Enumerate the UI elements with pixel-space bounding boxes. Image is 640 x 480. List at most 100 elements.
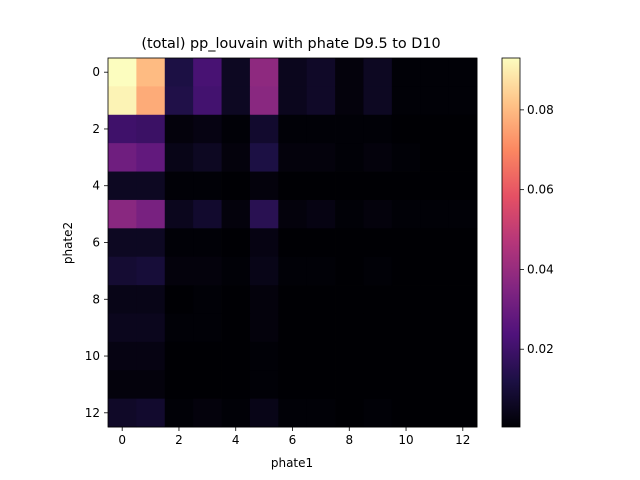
heatmap-cell bbox=[249, 86, 279, 116]
heatmap-cell bbox=[193, 370, 222, 400]
heatmap-cell bbox=[420, 114, 450, 144]
heatmap-cell bbox=[448, 285, 478, 314]
heatmap-cell bbox=[420, 341, 450, 371]
heatmap-cell bbox=[306, 285, 336, 314]
heatmap-cell bbox=[448, 58, 478, 87]
heatmap-cell bbox=[278, 199, 308, 229]
heatmap-cell bbox=[363, 341, 393, 371]
heatmap-cell bbox=[193, 341, 222, 371]
x-tick-label: 6 bbox=[289, 433, 297, 447]
heatmap-cell bbox=[363, 199, 393, 229]
heatmap-cell bbox=[391, 114, 421, 144]
heatmap-cell bbox=[363, 398, 393, 428]
y-axis-ticks: 0 2 4 6 8 10 12 bbox=[85, 65, 108, 420]
y-tick-label: 10 bbox=[85, 349, 100, 363]
heatmap-cell bbox=[136, 285, 166, 314]
y-tick-label: 4 bbox=[92, 179, 100, 193]
heatmap-cell bbox=[164, 285, 194, 314]
heatmap-cell bbox=[249, 199, 279, 229]
heatmap-cell bbox=[306, 370, 336, 400]
heatmap-cell bbox=[335, 313, 364, 343]
heatmap-cell bbox=[108, 398, 137, 428]
heatmap-cell bbox=[193, 143, 222, 172]
heatmap-cell bbox=[306, 58, 336, 87]
heatmap-cell bbox=[108, 341, 137, 371]
heatmap-cell bbox=[221, 370, 251, 400]
heatmap-cell bbox=[335, 256, 364, 286]
heatmap-cell bbox=[363, 114, 393, 144]
heatmap-cell bbox=[278, 86, 308, 116]
heatmap-cell bbox=[278, 114, 308, 144]
heatmap-cell bbox=[278, 171, 308, 201]
heatmap-cell bbox=[221, 199, 251, 229]
heatmap-cell bbox=[448, 228, 478, 258]
heatmap-cell bbox=[193, 199, 222, 229]
heatmap-cell bbox=[193, 171, 222, 201]
heatmap-cell bbox=[306, 199, 336, 229]
heatmap-cell bbox=[221, 228, 251, 258]
heatmap-cell bbox=[335, 341, 364, 371]
heatmap-cell bbox=[193, 58, 222, 87]
x-tick-label: 2 bbox=[175, 433, 183, 447]
heatmap-cell bbox=[391, 143, 421, 172]
colorbar-tick-label: 0.06 bbox=[527, 183, 554, 197]
colorbar-tick-label: 0.02 bbox=[527, 342, 554, 356]
heatmap-cell bbox=[249, 341, 279, 371]
heatmap-cell bbox=[335, 370, 364, 400]
heatmap-cell bbox=[221, 143, 251, 172]
heatmap-cell bbox=[221, 58, 251, 87]
heatmap-cell bbox=[420, 285, 450, 314]
heatmap-cell bbox=[335, 199, 364, 229]
heatmap-cell bbox=[136, 341, 166, 371]
heatmap-cell bbox=[363, 86, 393, 116]
heatmap-cell bbox=[420, 313, 450, 343]
heatmap-cell bbox=[278, 370, 308, 400]
heatmap-cell bbox=[335, 114, 364, 144]
heatmap-cell bbox=[448, 199, 478, 229]
heatmap-cell bbox=[136, 114, 166, 144]
heatmap-cell bbox=[249, 398, 279, 428]
heatmap-cell bbox=[306, 143, 336, 172]
heatmap-cell bbox=[193, 313, 222, 343]
heatmap-cell bbox=[108, 199, 137, 229]
heatmap-cell bbox=[335, 398, 364, 428]
x-axis-label: phate1 bbox=[271, 456, 313, 470]
heatmap-cell bbox=[221, 114, 251, 144]
heatmap-cell bbox=[249, 256, 279, 286]
heatmap-cell bbox=[306, 398, 336, 428]
heatmap-cell bbox=[363, 143, 393, 172]
heatmap-cell bbox=[249, 228, 279, 258]
heatmap-cell bbox=[136, 313, 166, 343]
heatmap-cell bbox=[420, 171, 450, 201]
heatmap-cell bbox=[363, 58, 393, 87]
colorbar-tick-label: 0.08 bbox=[527, 103, 554, 117]
heatmap-cell bbox=[164, 114, 194, 144]
heatmap-cell bbox=[278, 256, 308, 286]
x-tick-label: 10 bbox=[398, 433, 413, 447]
x-axis-ticks: 0 2 4 6 8 10 12 bbox=[118, 427, 470, 447]
heatmap-cell bbox=[278, 58, 308, 87]
heatmap-cell bbox=[391, 86, 421, 116]
y-axis-label: phate2 bbox=[61, 222, 75, 264]
heatmap-cell bbox=[363, 285, 393, 314]
heatmap-cell bbox=[136, 370, 166, 400]
heatmap-cell bbox=[391, 341, 421, 371]
heatmap-cell bbox=[249, 114, 279, 144]
heatmap-cell bbox=[420, 398, 450, 428]
heatmap-cell bbox=[164, 228, 194, 258]
colorbar bbox=[501, 57, 521, 428]
heatmap-cell bbox=[391, 313, 421, 343]
heatmap-cell bbox=[306, 114, 336, 144]
heatmap-cell bbox=[306, 228, 336, 258]
heatmap-cell bbox=[221, 398, 251, 428]
heatmap-cell bbox=[363, 313, 393, 343]
heatmap-cell bbox=[335, 228, 364, 258]
heatmap-cell bbox=[420, 86, 450, 116]
heatmap-cell bbox=[164, 143, 194, 172]
heatmap-cell bbox=[278, 228, 308, 258]
heatmap-cell bbox=[136, 199, 166, 229]
heatmap-cell bbox=[278, 398, 308, 428]
heatmap-cell bbox=[306, 256, 336, 286]
heatmap-cell bbox=[363, 256, 393, 286]
heatmap-cell bbox=[164, 86, 194, 116]
